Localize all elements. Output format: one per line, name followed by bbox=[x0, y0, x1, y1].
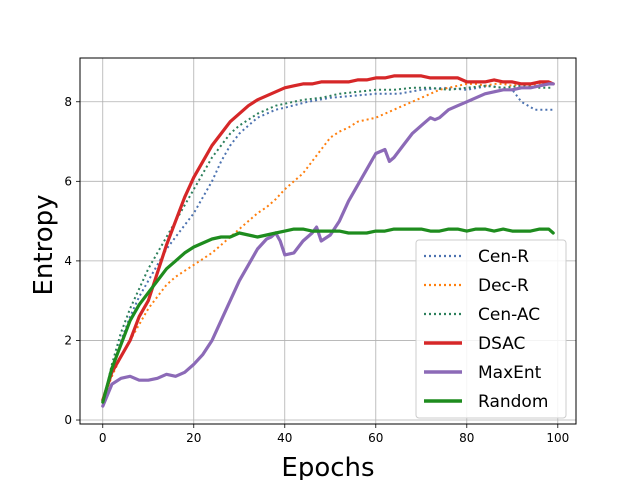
series-lines bbox=[101, 74, 555, 408]
legend-label-cen-r: Cen-R bbox=[478, 247, 529, 267]
legend-label-maxent: MaxEnt bbox=[478, 363, 542, 383]
series-line-maxent bbox=[101, 82, 555, 408]
axis-ticks: 0 20 40 60 80 100 0 2 4 6 8 bbox=[64, 95, 569, 445]
y-axis-label: Entropy bbox=[29, 194, 59, 295]
x-tick-label: 20 bbox=[186, 431, 201, 445]
x-tick-label: 100 bbox=[546, 431, 569, 445]
legend-label-dec-r: Dec-R bbox=[478, 276, 529, 296]
y-tick-label: 6 bbox=[64, 174, 72, 188]
y-tick-label: 2 bbox=[64, 333, 72, 347]
legend-label-cen-ac: Cen-AC bbox=[478, 305, 540, 325]
series-line-cen-ac bbox=[101, 84, 554, 405]
y-tick-label: 4 bbox=[64, 254, 72, 268]
series-line-dsac bbox=[101, 74, 555, 402]
x-tick-label: 60 bbox=[368, 431, 383, 445]
x-tick-label: 80 bbox=[459, 431, 474, 445]
legend-label-dsac: DSAC bbox=[478, 334, 525, 354]
x-tick-label: 0 bbox=[99, 431, 107, 445]
plot-frame bbox=[79, 57, 577, 425]
y-tick-label: 8 bbox=[64, 95, 72, 109]
x-tick-label: 40 bbox=[277, 431, 292, 445]
series-line-random bbox=[101, 227, 555, 404]
y-tick-label: 0 bbox=[64, 413, 72, 427]
x-axis-label: Epochs bbox=[281, 453, 374, 480]
legend: Cen-R Dec-R Cen-AC DSAC MaxEnt Random bbox=[415, 239, 567, 419]
legend-label-random: Random bbox=[478, 392, 548, 412]
